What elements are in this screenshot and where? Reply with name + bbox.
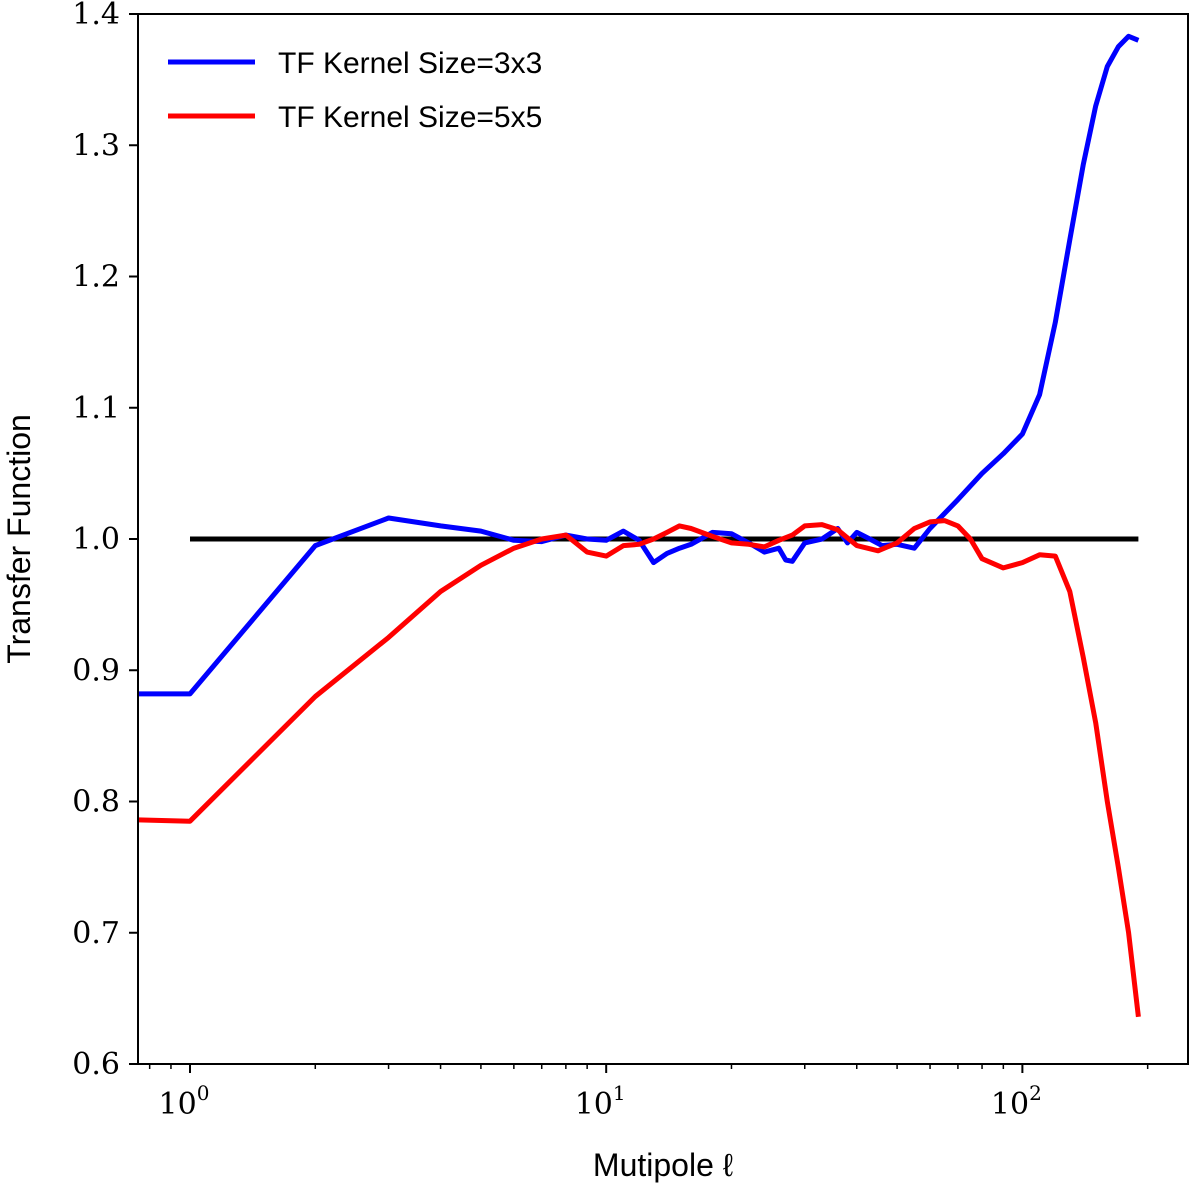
y-tick-label: 0.7: [72, 916, 120, 951]
plot-frame: [137, 13, 1189, 1065]
series-layer: [137, 33, 1141, 1018]
legend: TF Kernel Size=3x3 TF Kernel Size=5x5: [168, 47, 542, 134]
x-axis-label: Mutipole ℓ: [593, 1147, 733, 1183]
y-tick-label: 1.0: [72, 522, 120, 557]
y-tick-label: 0.8: [72, 785, 120, 820]
legend-label-5x5: TF Kernel Size=5x5: [278, 101, 542, 134]
y-tick-label: 1.4: [72, 0, 120, 32]
y-tick-label: 1.2: [72, 260, 120, 295]
legend-label-3x3: TF Kernel Size=3x3: [278, 47, 542, 80]
y-tick-label: 0.6: [72, 1047, 120, 1082]
series-line-5x5: [137, 518, 1141, 1018]
y-tick-label: 1.1: [72, 391, 120, 426]
y-tick-label: 1.3: [72, 128, 120, 163]
x-tick-label: 101: [575, 1081, 626, 1122]
y-tick-label: 0.9: [72, 653, 120, 688]
y-axis-label: Transfer Function: [1, 414, 37, 664]
